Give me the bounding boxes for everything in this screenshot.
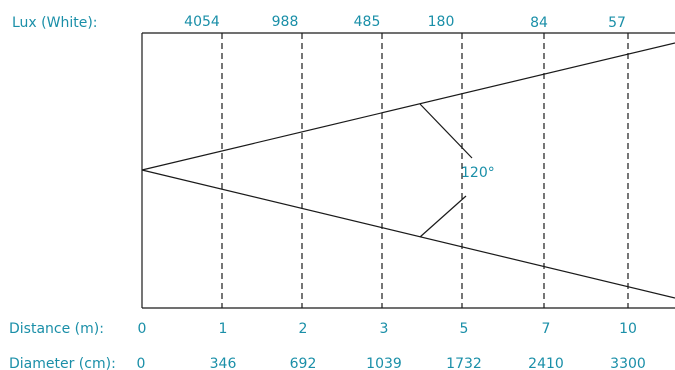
angle-indicator: 120° [419,103,495,238]
distance-value: 10 [619,321,637,337]
distance-row-label: Distance (m): [9,321,104,337]
beam-angle-label: 120° [461,165,495,181]
beam-upper-edge [141,42,675,171]
distance-value: 1 [219,321,228,337]
lux-value: 988 [272,14,299,30]
lux-value: 4054 [184,14,220,30]
distance-value: 7 [542,321,551,337]
diameter-row-label: Diameter (cm): [9,356,116,370]
diameter-value: 1732 [446,356,482,370]
distance-values: 0 1 2 3 5 7 10 [138,321,637,337]
distance-value: 2 [299,321,308,337]
distance-value: 5 [460,321,469,337]
diameter-value: 0 [137,356,146,370]
distance-markers [221,33,629,308]
distance-value: 3 [380,321,389,337]
diameter-value: 1039 [366,356,402,370]
lux-values: 4054 988 485 180 84 57 [184,14,626,31]
diameter-values: 0 346 692 1039 1732 2410 3300 [137,356,646,370]
diameter-value: 692 [290,356,317,370]
diameter-value: 3300 [610,356,646,370]
angle-pointer-upper [419,103,473,159]
diameter-value: 346 [210,356,237,370]
beam-lower-edge [141,169,675,299]
lux-value: 485 [354,14,381,30]
lux-row-label: Lux (White): [12,15,98,31]
angle-pointer-lower [419,195,467,238]
lux-value: 84 [530,15,548,31]
beam-cone [141,42,675,299]
diameter-value: 2410 [528,356,564,370]
distance-value: 0 [138,321,147,337]
lux-value: 180 [428,14,455,30]
lux-value: 57 [608,15,626,31]
